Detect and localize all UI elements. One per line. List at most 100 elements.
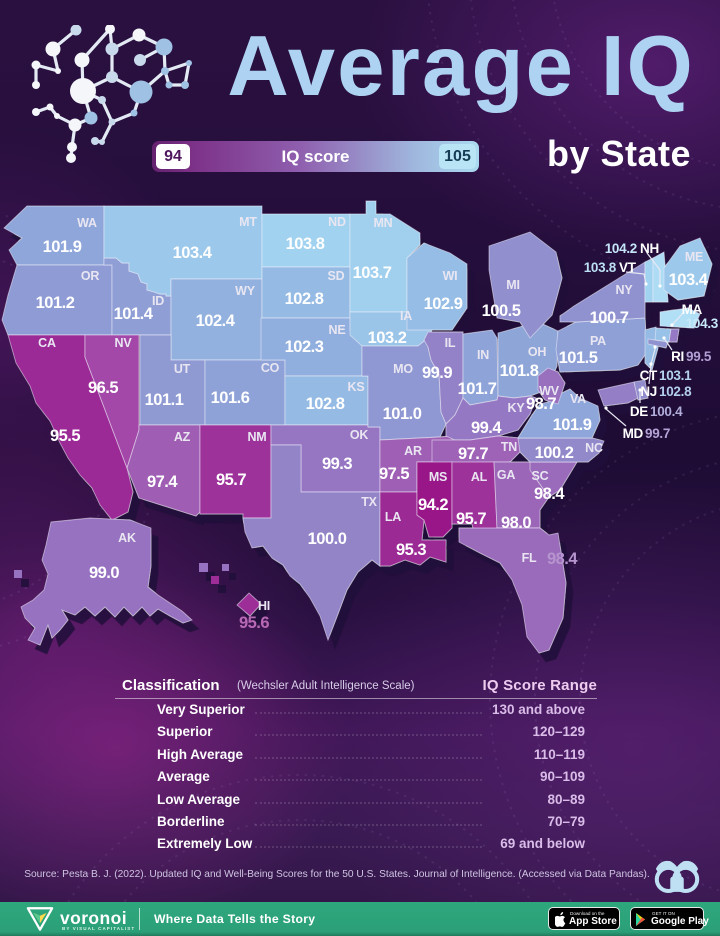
svg-text:LA: LA [385, 510, 401, 524]
svg-text:TX: TX [361, 495, 377, 509]
svg-text:AL: AL [471, 470, 488, 484]
svg-text:99.4: 99.4 [471, 419, 502, 437]
svg-text:101.9: 101.9 [553, 416, 592, 434]
svg-text:TN: TN [501, 440, 517, 454]
svg-text:100.5: 100.5 [482, 302, 521, 320]
svg-text:95.7: 95.7 [216, 471, 246, 489]
svg-text:WV: WV [539, 384, 560, 398]
svg-text:VT: VT [619, 260, 637, 275]
svg-text:101.0: 101.0 [383, 405, 422, 423]
svg-text:101.5: 101.5 [559, 349, 598, 367]
svg-text:FL: FL [522, 551, 537, 565]
svg-text:NV: NV [115, 336, 133, 350]
svg-text:95.5: 95.5 [50, 427, 80, 445]
svg-text:ND: ND [328, 215, 346, 229]
svg-text:ME: ME [685, 250, 703, 264]
svg-text:102.8: 102.8 [659, 384, 692, 399]
svg-text:100.7: 100.7 [590, 309, 629, 327]
svg-text:103.4: 103.4 [669, 271, 709, 289]
svg-text:NE: NE [329, 323, 346, 337]
svg-text:MN: MN [373, 216, 392, 230]
svg-text:OH: OH [528, 345, 547, 359]
svg-text:NM: NM [247, 430, 266, 444]
svg-text:IL: IL [445, 336, 456, 350]
svg-text:103.7: 103.7 [353, 264, 392, 282]
svg-text:99.9: 99.9 [422, 364, 452, 382]
svg-text:95.3: 95.3 [396, 541, 426, 559]
svg-text:98.4: 98.4 [534, 485, 565, 503]
svg-text:NJ: NJ [640, 384, 657, 399]
svg-text:102.3: 102.3 [285, 338, 324, 356]
svg-text:100.0: 100.0 [308, 530, 347, 548]
svg-text:99.5: 99.5 [686, 349, 712, 364]
svg-text:VA: VA [570, 392, 586, 406]
svg-text:UT: UT [174, 362, 191, 376]
svg-text:99.3: 99.3 [322, 455, 352, 473]
svg-text:WA: WA [77, 216, 97, 230]
svg-text:CA: CA [38, 336, 56, 350]
svg-text:MD: MD [623, 426, 644, 441]
svg-text:102.4: 102.4 [196, 312, 236, 330]
svg-text:KY: KY [508, 401, 526, 415]
svg-text:102.8: 102.8 [285, 290, 324, 308]
svg-text:MT: MT [239, 215, 257, 229]
svg-text:SD: SD [328, 269, 345, 283]
svg-text:100.2: 100.2 [535, 444, 574, 462]
svg-text:SC: SC [532, 469, 549, 483]
svg-text:IN: IN [477, 348, 489, 362]
svg-text:DE: DE [630, 404, 648, 419]
svg-text:101.6: 101.6 [211, 389, 250, 407]
svg-text:97.7: 97.7 [458, 445, 488, 463]
svg-text:WI: WI [443, 269, 458, 283]
svg-text:103.8: 103.8 [584, 260, 617, 275]
svg-text:101.4: 101.4 [114, 305, 154, 323]
svg-text:AR: AR [404, 444, 422, 458]
svg-text:101.8: 101.8 [500, 362, 539, 380]
svg-text:WY: WY [235, 284, 256, 298]
svg-text:95.6: 95.6 [239, 614, 269, 632]
svg-text:99.7: 99.7 [645, 426, 670, 441]
svg-text:97.4: 97.4 [147, 473, 178, 491]
svg-text:NC: NC [585, 441, 603, 455]
svg-text:AK: AK [118, 531, 136, 545]
svg-text:101.7: 101.7 [458, 380, 497, 398]
svg-text:ID: ID [152, 294, 164, 308]
svg-text:96.5: 96.5 [88, 379, 118, 397]
svg-text:94.2: 94.2 [418, 496, 448, 514]
svg-text:102.8: 102.8 [306, 395, 345, 413]
svg-text:MA: MA [682, 302, 703, 317]
svg-text:HI: HI [258, 599, 270, 613]
svg-text:101.9: 101.9 [43, 238, 82, 256]
svg-text:MI: MI [506, 278, 520, 292]
svg-text:CO: CO [261, 361, 280, 375]
svg-text:NY: NY [616, 283, 634, 297]
svg-text:100.4: 100.4 [650, 404, 683, 419]
svg-text:102.9: 102.9 [424, 295, 463, 313]
svg-text:98.4: 98.4 [547, 550, 578, 568]
svg-text:KS: KS [348, 380, 365, 394]
svg-text:104.3: 104.3 [686, 316, 719, 331]
svg-text:101.1: 101.1 [145, 391, 184, 409]
svg-text:98.7: 98.7 [526, 395, 556, 413]
svg-text:99.0: 99.0 [89, 564, 119, 582]
svg-text:OR: OR [81, 269, 100, 283]
svg-text:95.7: 95.7 [456, 510, 486, 528]
svg-text:103.8: 103.8 [286, 235, 325, 253]
svg-text:AZ: AZ [174, 430, 191, 444]
svg-text:OK: OK [350, 428, 369, 442]
svg-text:103.4: 103.4 [173, 244, 213, 262]
svg-text:GA: GA [497, 468, 516, 482]
svg-text:PA: PA [590, 334, 606, 348]
svg-text:IA: IA [400, 309, 412, 323]
svg-text:104.2: 104.2 [605, 241, 637, 256]
svg-text:RI: RI [671, 349, 684, 364]
svg-text:NH: NH [640, 241, 659, 256]
svg-text:101.2: 101.2 [36, 294, 75, 312]
svg-text:103.1: 103.1 [659, 368, 692, 383]
svg-text:103.2: 103.2 [368, 329, 407, 347]
svg-text:CT: CT [640, 368, 658, 383]
svg-text:MO: MO [393, 362, 413, 376]
svg-text:98.0: 98.0 [501, 514, 531, 532]
svg-text:97.5: 97.5 [379, 465, 409, 483]
svg-text:MS: MS [429, 470, 447, 484]
